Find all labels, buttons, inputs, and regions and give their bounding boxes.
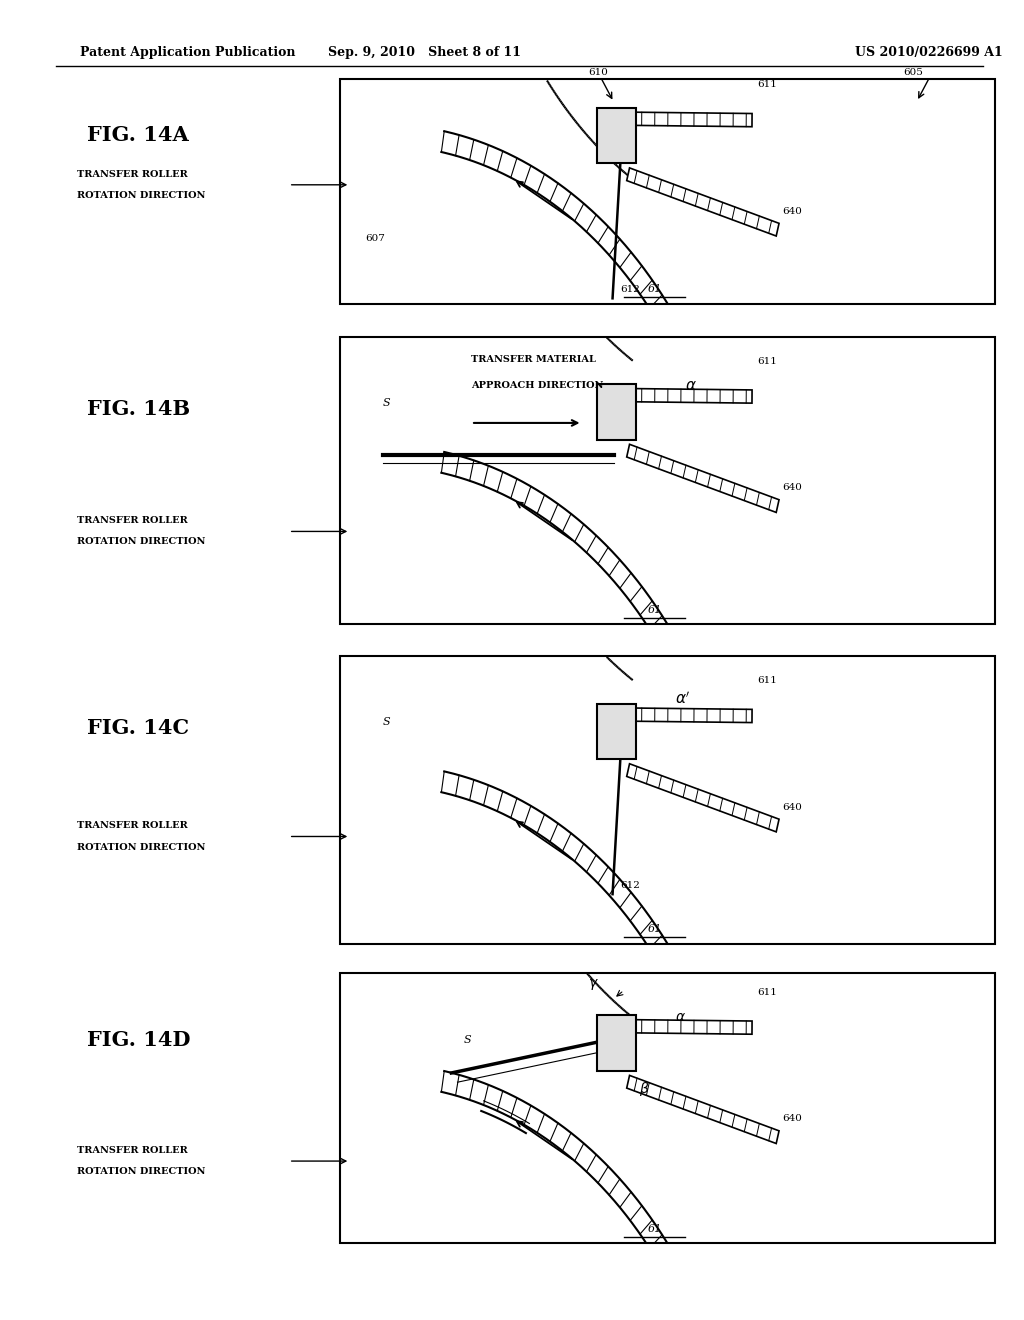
- FancyBboxPatch shape: [340, 79, 995, 304]
- Text: S: S: [383, 717, 390, 727]
- Text: 610: 610: [588, 67, 608, 77]
- Text: S: S: [464, 1035, 471, 1045]
- Text: 611: 611: [757, 676, 777, 685]
- Text: ROTATION DIRECTION: ROTATION DIRECTION: [77, 842, 205, 851]
- Polygon shape: [627, 168, 779, 236]
- Text: S: S: [383, 397, 390, 408]
- Text: $\alpha$: $\alpha$: [685, 379, 697, 392]
- FancyBboxPatch shape: [597, 704, 636, 759]
- Text: FIG. 14A: FIG. 14A: [87, 125, 188, 145]
- Polygon shape: [627, 764, 779, 832]
- Text: 612: 612: [621, 880, 641, 890]
- FancyBboxPatch shape: [340, 973, 995, 1243]
- Text: $\alpha'$: $\alpha'$: [675, 690, 691, 706]
- Text: $\beta$: $\beta$: [639, 1080, 650, 1098]
- FancyBboxPatch shape: [340, 656, 995, 944]
- Text: 61: 61: [647, 1224, 662, 1234]
- Polygon shape: [636, 112, 752, 127]
- Text: 61: 61: [647, 284, 662, 294]
- Text: 61: 61: [647, 605, 662, 615]
- Text: 611: 611: [757, 987, 777, 997]
- Text: 611: 611: [757, 356, 777, 366]
- Text: 605: 605: [903, 67, 924, 77]
- Text: 61: 61: [647, 924, 662, 935]
- Text: 640: 640: [782, 803, 803, 812]
- Polygon shape: [627, 1076, 779, 1143]
- Text: TRANSFER ROLLER: TRANSFER ROLLER: [77, 516, 187, 525]
- Text: TRANSFER ROLLER: TRANSFER ROLLER: [77, 1146, 187, 1155]
- Polygon shape: [636, 1020, 752, 1034]
- FancyBboxPatch shape: [597, 384, 636, 440]
- Text: ROTATION DIRECTION: ROTATION DIRECTION: [77, 537, 205, 546]
- Polygon shape: [636, 708, 752, 722]
- Text: FIG. 14C: FIG. 14C: [87, 718, 189, 738]
- Text: 612: 612: [621, 285, 641, 294]
- Text: APPROACH DIRECTION: APPROACH DIRECTION: [471, 381, 603, 391]
- Text: 607: 607: [366, 234, 385, 243]
- Text: TRANSFER ROLLER: TRANSFER ROLLER: [77, 170, 187, 178]
- Text: TRANSFER ROLLER: TRANSFER ROLLER: [77, 821, 187, 830]
- FancyBboxPatch shape: [597, 1015, 636, 1071]
- Text: $\alpha$: $\alpha$: [675, 1010, 686, 1024]
- Text: TRANSFER MATERIAL: TRANSFER MATERIAL: [471, 355, 596, 364]
- FancyBboxPatch shape: [340, 337, 995, 624]
- FancyBboxPatch shape: [597, 108, 636, 164]
- Text: ROTATION DIRECTION: ROTATION DIRECTION: [77, 191, 205, 199]
- Text: 640: 640: [782, 207, 803, 216]
- Text: Patent Application Publication: Patent Application Publication: [80, 46, 295, 59]
- Text: FIG. 14B: FIG. 14B: [87, 399, 190, 418]
- Text: US 2010/0226699 A1: US 2010/0226699 A1: [855, 46, 1002, 59]
- Polygon shape: [636, 388, 752, 403]
- Text: FIG. 14D: FIG. 14D: [87, 1031, 190, 1051]
- Text: 640: 640: [782, 483, 803, 492]
- Text: 611: 611: [757, 81, 777, 90]
- Text: $\gamma$: $\gamma$: [588, 978, 599, 993]
- Text: ROTATION DIRECTION: ROTATION DIRECTION: [77, 1167, 205, 1176]
- Polygon shape: [627, 445, 779, 512]
- Text: 640: 640: [782, 1114, 803, 1123]
- Text: Sep. 9, 2010   Sheet 8 of 11: Sep. 9, 2010 Sheet 8 of 11: [329, 46, 521, 59]
